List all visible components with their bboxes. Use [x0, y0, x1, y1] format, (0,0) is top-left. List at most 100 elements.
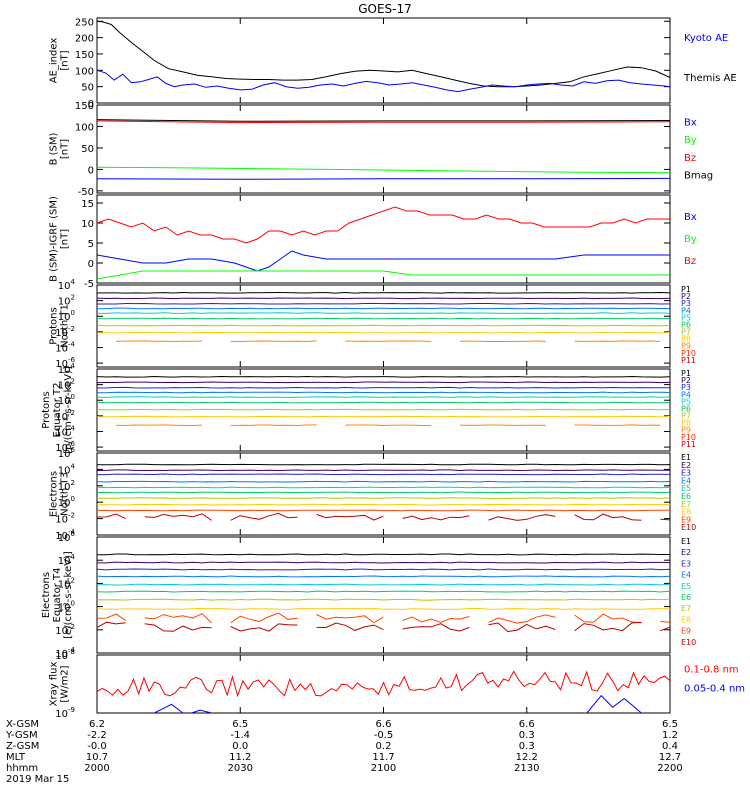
channel-e2: [97, 561, 671, 564]
channel-p8: [97, 331, 671, 334]
legend-e9: E9: [681, 627, 691, 636]
channel-e3: [97, 473, 671, 476]
footer-row-label: MLT: [6, 752, 26, 763]
legend-e8: E8: [681, 508, 691, 517]
series-themis-ae: [96, 20, 671, 88]
channel-p7: [97, 408, 671, 411]
channel-e10: [96, 513, 126, 520]
channel-e10: [230, 623, 298, 632]
footer-value: -2.2: [87, 730, 107, 741]
footer-value: 6.5: [232, 719, 248, 730]
y-tick-label: 100: [75, 66, 94, 77]
legend-p10: P10: [681, 349, 696, 358]
series-xray-short: [586, 694, 642, 714]
legend-bx: Bx: [684, 118, 697, 129]
series-by: [96, 166, 671, 174]
footer-value: 6.6: [519, 719, 535, 730]
channel-e8: [96, 607, 670, 610]
channel-p5: [96, 396, 671, 398]
y-tick-label: 50: [81, 144, 94, 155]
panel-b_igrf: B (SM)-IGRF (SM) [nT] 15 10 5 0 -5 Bx By Bz: [49, 194, 697, 290]
panel-xray: Xray flux [W/m2] 10-8 10-9 0.1-0.8 nm 0.05-0.…: [49, 648, 746, 720]
y-tick-label: 200: [75, 34, 94, 45]
y-tick-label: 104: [58, 278, 76, 292]
y-tick-label: 10-2: [55, 512, 75, 526]
footer-value: 2000: [84, 763, 109, 774]
y-tick-label: 102: [58, 294, 75, 308]
channel-p4: [96, 307, 670, 310]
channel-e10: [402, 515, 470, 521]
channel-p1: [96, 291, 671, 294]
channel-p3: [97, 302, 671, 305]
y-tick-label: 10-8: [55, 648, 75, 662]
channel-e10: [230, 512, 298, 521]
panel-frame: [96, 654, 671, 714]
footer-value: 12.2: [516, 752, 538, 763]
y-axis-label: Electrons: [49, 471, 60, 517]
y-tick-label: 102: [58, 479, 75, 493]
channel-e9: [660, 620, 671, 623]
channel-e9: [144, 613, 212, 624]
legend-e6: E6: [681, 593, 691, 602]
y-axis-label: North T3: [60, 472, 71, 516]
series-bz: [96, 120, 671, 124]
y-axis-label: Equator T2: [52, 383, 63, 438]
y-tick-label: 10-2: [55, 325, 75, 339]
legend-e7: E7: [681, 500, 691, 509]
y-axis-label: AE_index: [49, 38, 60, 84]
channel-p9: [574, 340, 661, 342]
legend-p6: P6: [681, 320, 691, 329]
channel-e10: [96, 621, 126, 629]
y-tick-label: -50: [78, 187, 94, 198]
legend-by: By: [684, 135, 697, 146]
legend-e3: E3: [681, 469, 691, 478]
legend-e10: E10: [681, 638, 696, 647]
series-xray-short: [191, 709, 212, 714]
channel-e10: [316, 513, 384, 521]
panel-electrons_t3: Electrons North T310610410210010-210-4E1E…: [49, 446, 697, 542]
panel-frame: [96, 452, 671, 536]
y-tick-label: 10-4: [55, 340, 75, 354]
panel-frame: [96, 104, 671, 194]
panel-ae: AE_index [nT] 250 200 150 100 50 0 Kyoto AE Themi…: [49, 17, 737, 110]
footer-date: 2019 Mar 15: [6, 774, 69, 785]
legend-kyoto-ae: Kyoto AE: [684, 33, 728, 44]
channel-e9: [316, 614, 384, 624]
channel-e9: [96, 613, 126, 622]
footer-value: 2100: [371, 763, 396, 774]
channel-e10: [574, 621, 642, 632]
legend-bmag: Bmag: [684, 170, 713, 181]
legend-p4: P4: [681, 306, 691, 315]
legend-bz: Bz: [684, 256, 696, 267]
channel-e10: [144, 513, 212, 521]
channel-e5: [97, 583, 671, 586]
legend-p9: P9: [681, 426, 691, 435]
legend-p11: P11: [681, 440, 696, 449]
y-tick-label: 100: [58, 495, 75, 509]
footer-value: 0.3: [519, 730, 535, 741]
channel-e7: [96, 598, 671, 601]
y-tick-label: 150: [75, 101, 94, 112]
legend-themis-ae: Themis AE: [683, 73, 737, 84]
channel-e10: [488, 622, 556, 633]
footer-value: 2030: [228, 763, 253, 774]
channel-p2: [96, 381, 671, 384]
panel-protons_t1: Protons North T110410210010-210-410-6P1P2…: [49, 278, 697, 370]
channel-e2: [96, 469, 670, 472]
footer-value: 0.4: [662, 741, 678, 752]
y-axis-label: [p/(cm²-s-sr-keV)]: [63, 366, 74, 454]
legend-p6: P6: [681, 404, 691, 413]
legend-0-1-0-8-nm: 0.1-0.8 nm: [684, 664, 739, 675]
channel-p6: [96, 317, 671, 320]
channel-e10: [660, 518, 671, 521]
footer-row-label: X-GSM: [6, 719, 39, 730]
legend-p1: P1: [681, 369, 691, 378]
y-axis-label: B (SM)-IGRF (SM): [49, 196, 60, 282]
channel-e6: [96, 590, 671, 593]
y-axis-label: [nT]: [60, 229, 71, 249]
legend-e2: E2: [681, 461, 691, 470]
legend-e1: E1: [681, 537, 691, 546]
legend-p7: P7: [681, 412, 691, 421]
channel-e10: [574, 513, 642, 521]
footer-value: -1.4: [230, 730, 250, 741]
